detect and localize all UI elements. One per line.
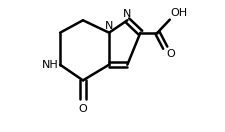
Text: N: N xyxy=(104,21,113,31)
Text: O: O xyxy=(165,49,174,59)
Text: O: O xyxy=(78,104,87,114)
Text: NH: NH xyxy=(41,60,58,70)
Text: OH: OH xyxy=(170,8,187,18)
Text: N: N xyxy=(123,9,131,19)
